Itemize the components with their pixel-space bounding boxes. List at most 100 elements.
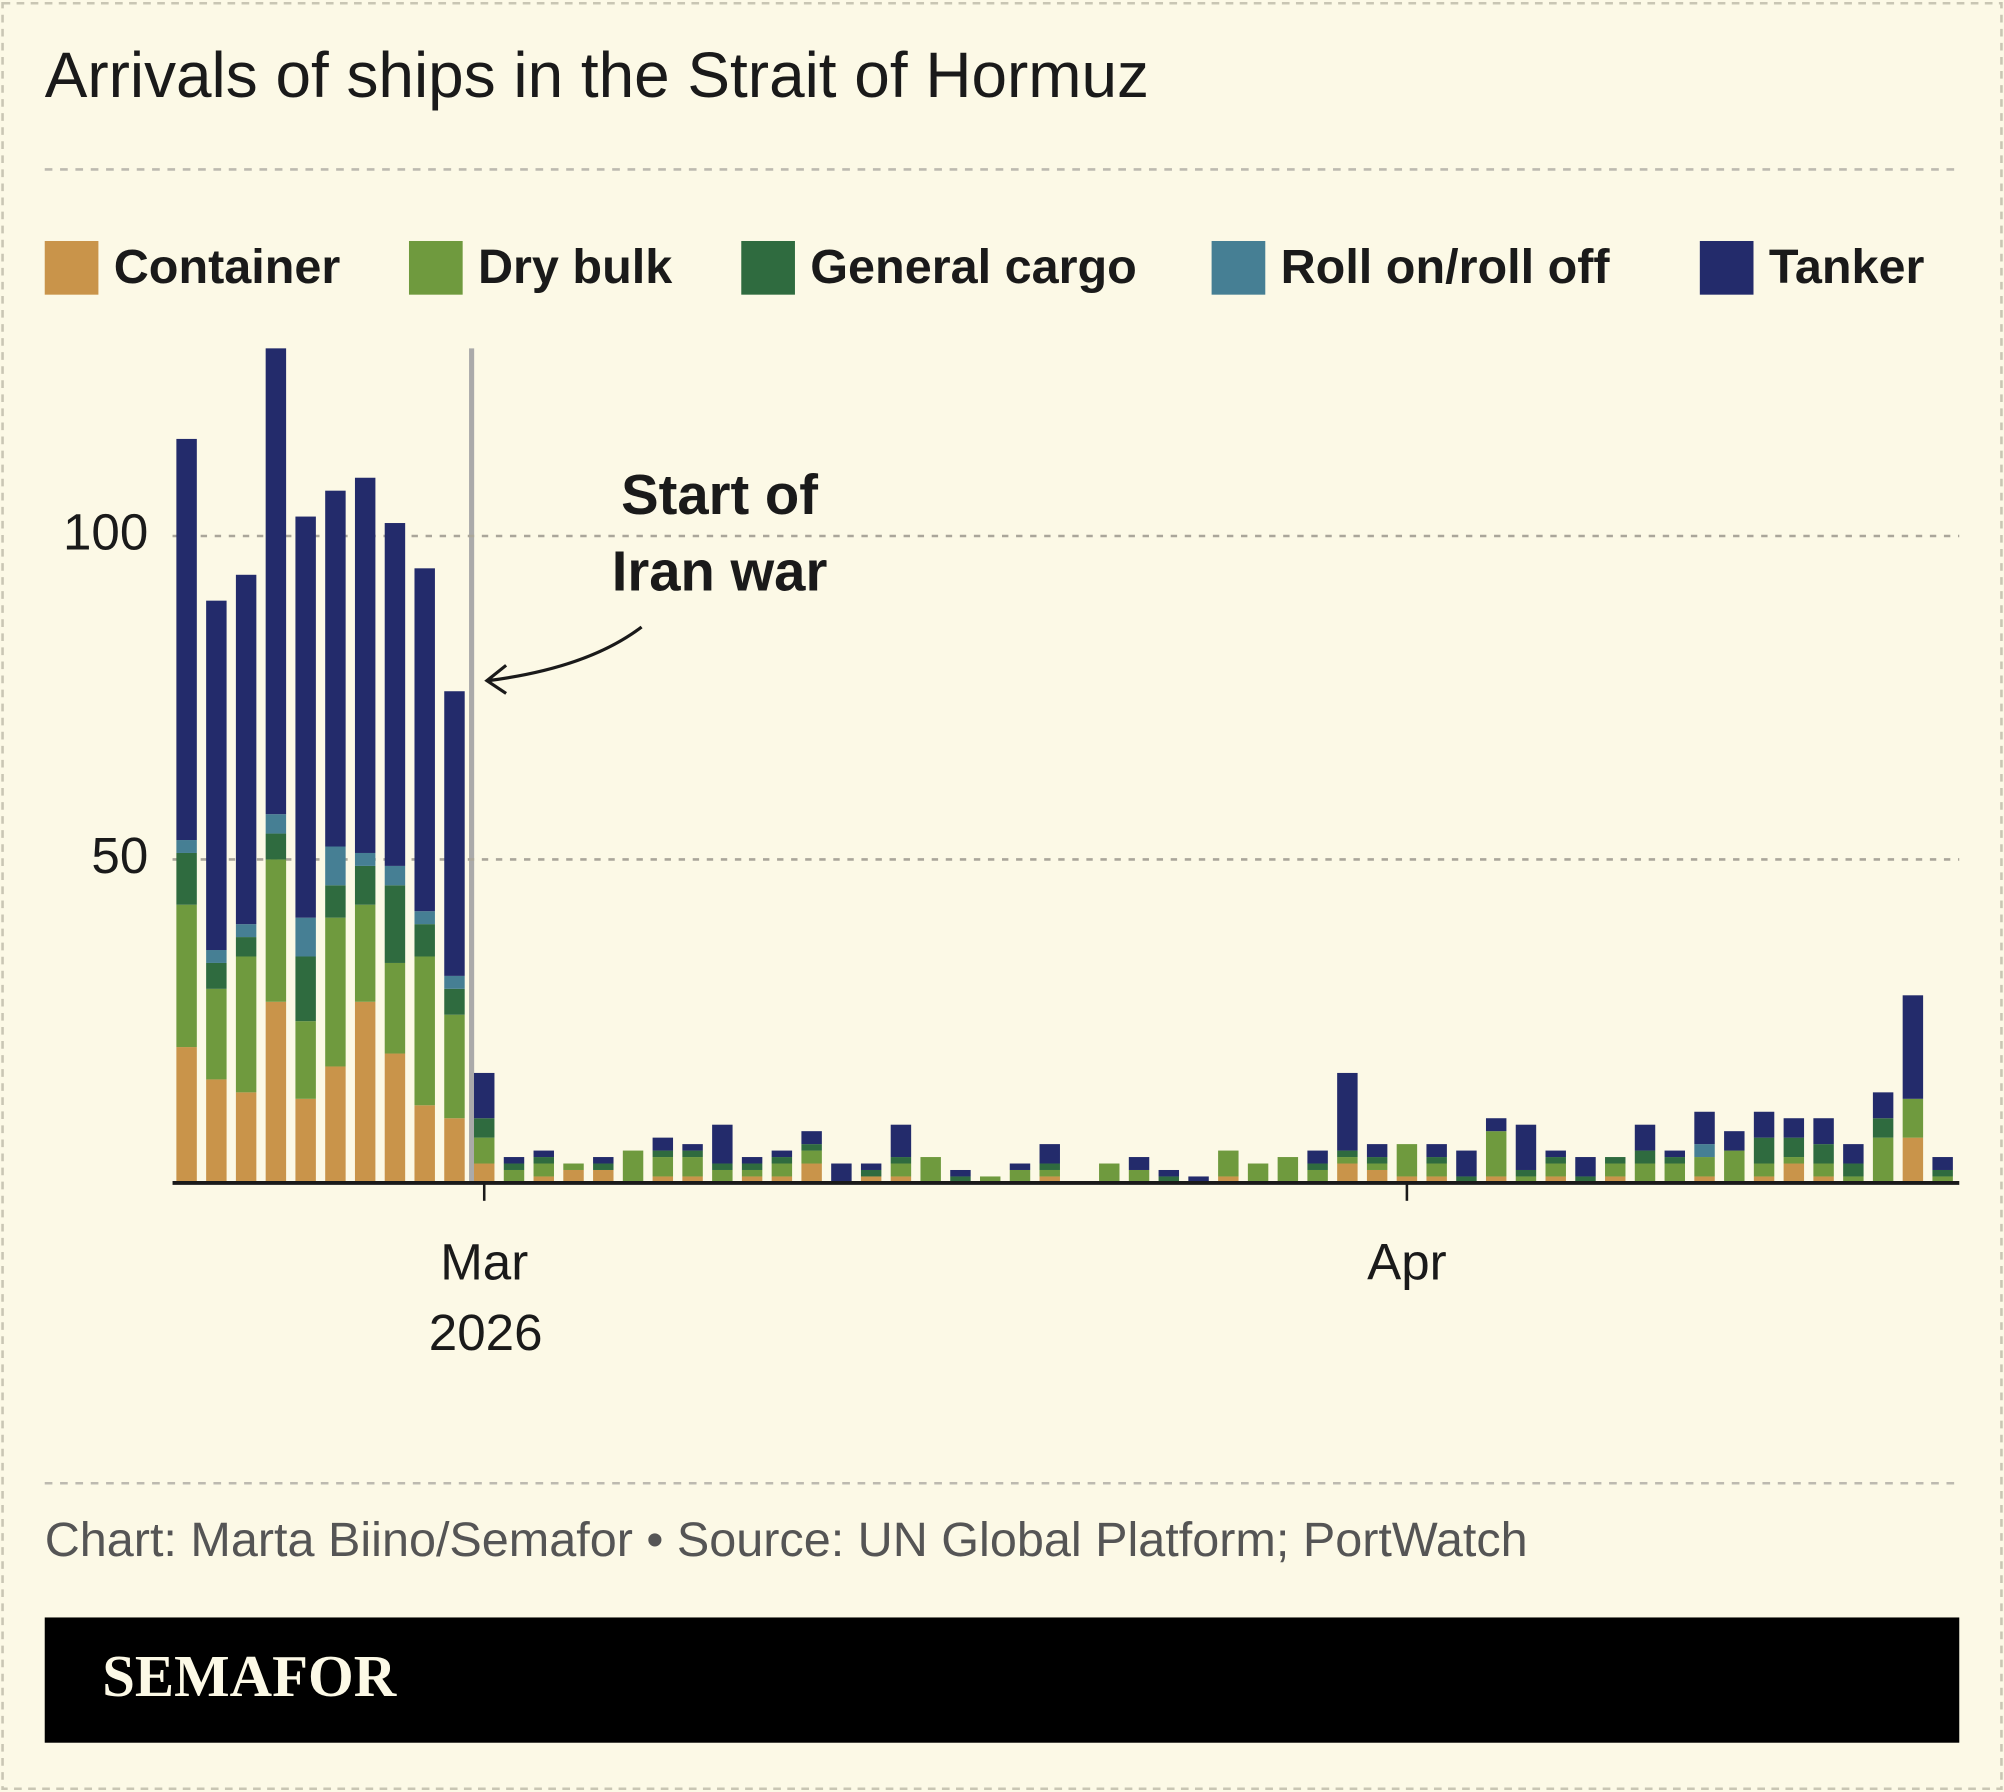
bar-segment [1337, 1150, 1358, 1158]
bar-segment [295, 1021, 316, 1099]
bar-segment [741, 1163, 763, 1170]
bar-segment [593, 1169, 614, 1183]
bar-segment [1664, 1157, 1686, 1164]
bar-segment [444, 988, 465, 1015]
bar-segment [176, 852, 197, 905]
bar-segment [354, 904, 376, 1002]
bar-segment [206, 1079, 227, 1183]
bar-segment [1485, 1118, 1507, 1132]
bar-segment [533, 1176, 554, 1183]
bar-segment [801, 1144, 822, 1151]
bar-segment [1872, 1137, 1894, 1183]
legend-label: Tanker [1769, 240, 1925, 294]
bar-segment [1813, 1176, 1834, 1183]
source-note: Chart: Marta Biino/Semafor • Source: UN … [45, 1513, 1528, 1567]
x-tick-label: Apr [1367, 1233, 1447, 1290]
bar-segment [235, 924, 257, 938]
bar-segment [890, 1157, 912, 1164]
bar-segment [1694, 1111, 1715, 1145]
bar-segment [1009, 1163, 1031, 1170]
bar-segment [652, 1150, 674, 1158]
bar-segment [325, 917, 346, 1067]
bar-segment [1605, 1176, 1626, 1183]
bar-segment [1485, 1176, 1507, 1183]
bar-segment [235, 574, 257, 925]
bar-segment [771, 1157, 793, 1164]
bar-segment [652, 1176, 674, 1183]
bar-segment [1843, 1163, 1864, 1177]
bar-segment [860, 1176, 882, 1183]
bar-segment [1932, 1157, 1953, 1170]
bar-segment [741, 1176, 763, 1183]
chart-title: Arrivals of ships in the Strait of Hormu… [45, 39, 1149, 111]
bar-segment [1158, 1169, 1180, 1177]
y-tick-label: 50 [91, 827, 148, 884]
bar-segment [354, 865, 376, 905]
bar-segment [235, 956, 257, 1093]
bar-segment [682, 1144, 703, 1151]
bar-segment [414, 924, 435, 957]
bar-segment [1366, 1144, 1388, 1158]
bar-segment [890, 1124, 912, 1158]
bar-segment [533, 1157, 554, 1164]
legend-label: General cargo [810, 240, 1136, 294]
bar-segment [1515, 1169, 1537, 1177]
bar-segment [1753, 1111, 1775, 1138]
bar-segment [176, 1047, 197, 1183]
bar-segment [1307, 1163, 1328, 1170]
bar-segment [1932, 1176, 1953, 1183]
bar-segment [563, 1163, 584, 1170]
bar-segment [1218, 1176, 1239, 1183]
bar-segment [771, 1176, 793, 1183]
bar-segment [1426, 1157, 1447, 1164]
bar-segment [1753, 1163, 1775, 1177]
bar-segment [1783, 1118, 1805, 1138]
bar-segment [622, 1150, 644, 1183]
bar-segment [1128, 1157, 1150, 1170]
bar-segment [474, 1118, 495, 1138]
bar-segment [1664, 1150, 1686, 1158]
bar-segment [771, 1163, 793, 1177]
bar-segment [265, 859, 287, 1002]
bar-segment [682, 1150, 703, 1158]
bar-segment [831, 1163, 852, 1183]
bar-segment [265, 348, 287, 815]
bar-segment [533, 1163, 554, 1177]
bar-segment [652, 1137, 674, 1151]
legend-swatch [1211, 240, 1266, 295]
brand: SEMAFOR [102, 1644, 396, 1709]
bar-segment [295, 1098, 316, 1183]
legend-swatch [408, 240, 463, 295]
y-tick-label: 100 [63, 503, 148, 560]
x-tick-label: Mar [440, 1233, 528, 1290]
bar-segment [712, 1169, 733, 1183]
bar-segment [265, 1001, 287, 1183]
bar-segment [1932, 1169, 1953, 1177]
bar-segment [1783, 1137, 1805, 1158]
bar-segment [1366, 1157, 1388, 1164]
bar-segment [1545, 1157, 1566, 1164]
bar-segment [950, 1176, 971, 1183]
annotation-arrow [484, 625, 643, 695]
bar-segment [1575, 1176, 1596, 1183]
bar-segment [384, 1053, 406, 1183]
bar-segment [295, 516, 316, 918]
bar-segment [1664, 1163, 1686, 1183]
bar-segment [1843, 1144, 1864, 1164]
bar-segment [1813, 1144, 1834, 1164]
bar-segment [503, 1157, 525, 1164]
bar-segment [1128, 1169, 1150, 1183]
bar-segment [1485, 1131, 1507, 1177]
bar-segment [1366, 1169, 1388, 1183]
bar-segment [712, 1163, 733, 1170]
bar-segment [1218, 1150, 1239, 1177]
bar-segment [890, 1163, 912, 1177]
bar-segment [354, 477, 376, 853]
bar-segment [503, 1169, 525, 1183]
bar-segment [176, 904, 197, 1048]
bar-segment [1694, 1157, 1715, 1177]
bar-segment [414, 911, 435, 925]
bar-segment [771, 1150, 793, 1158]
